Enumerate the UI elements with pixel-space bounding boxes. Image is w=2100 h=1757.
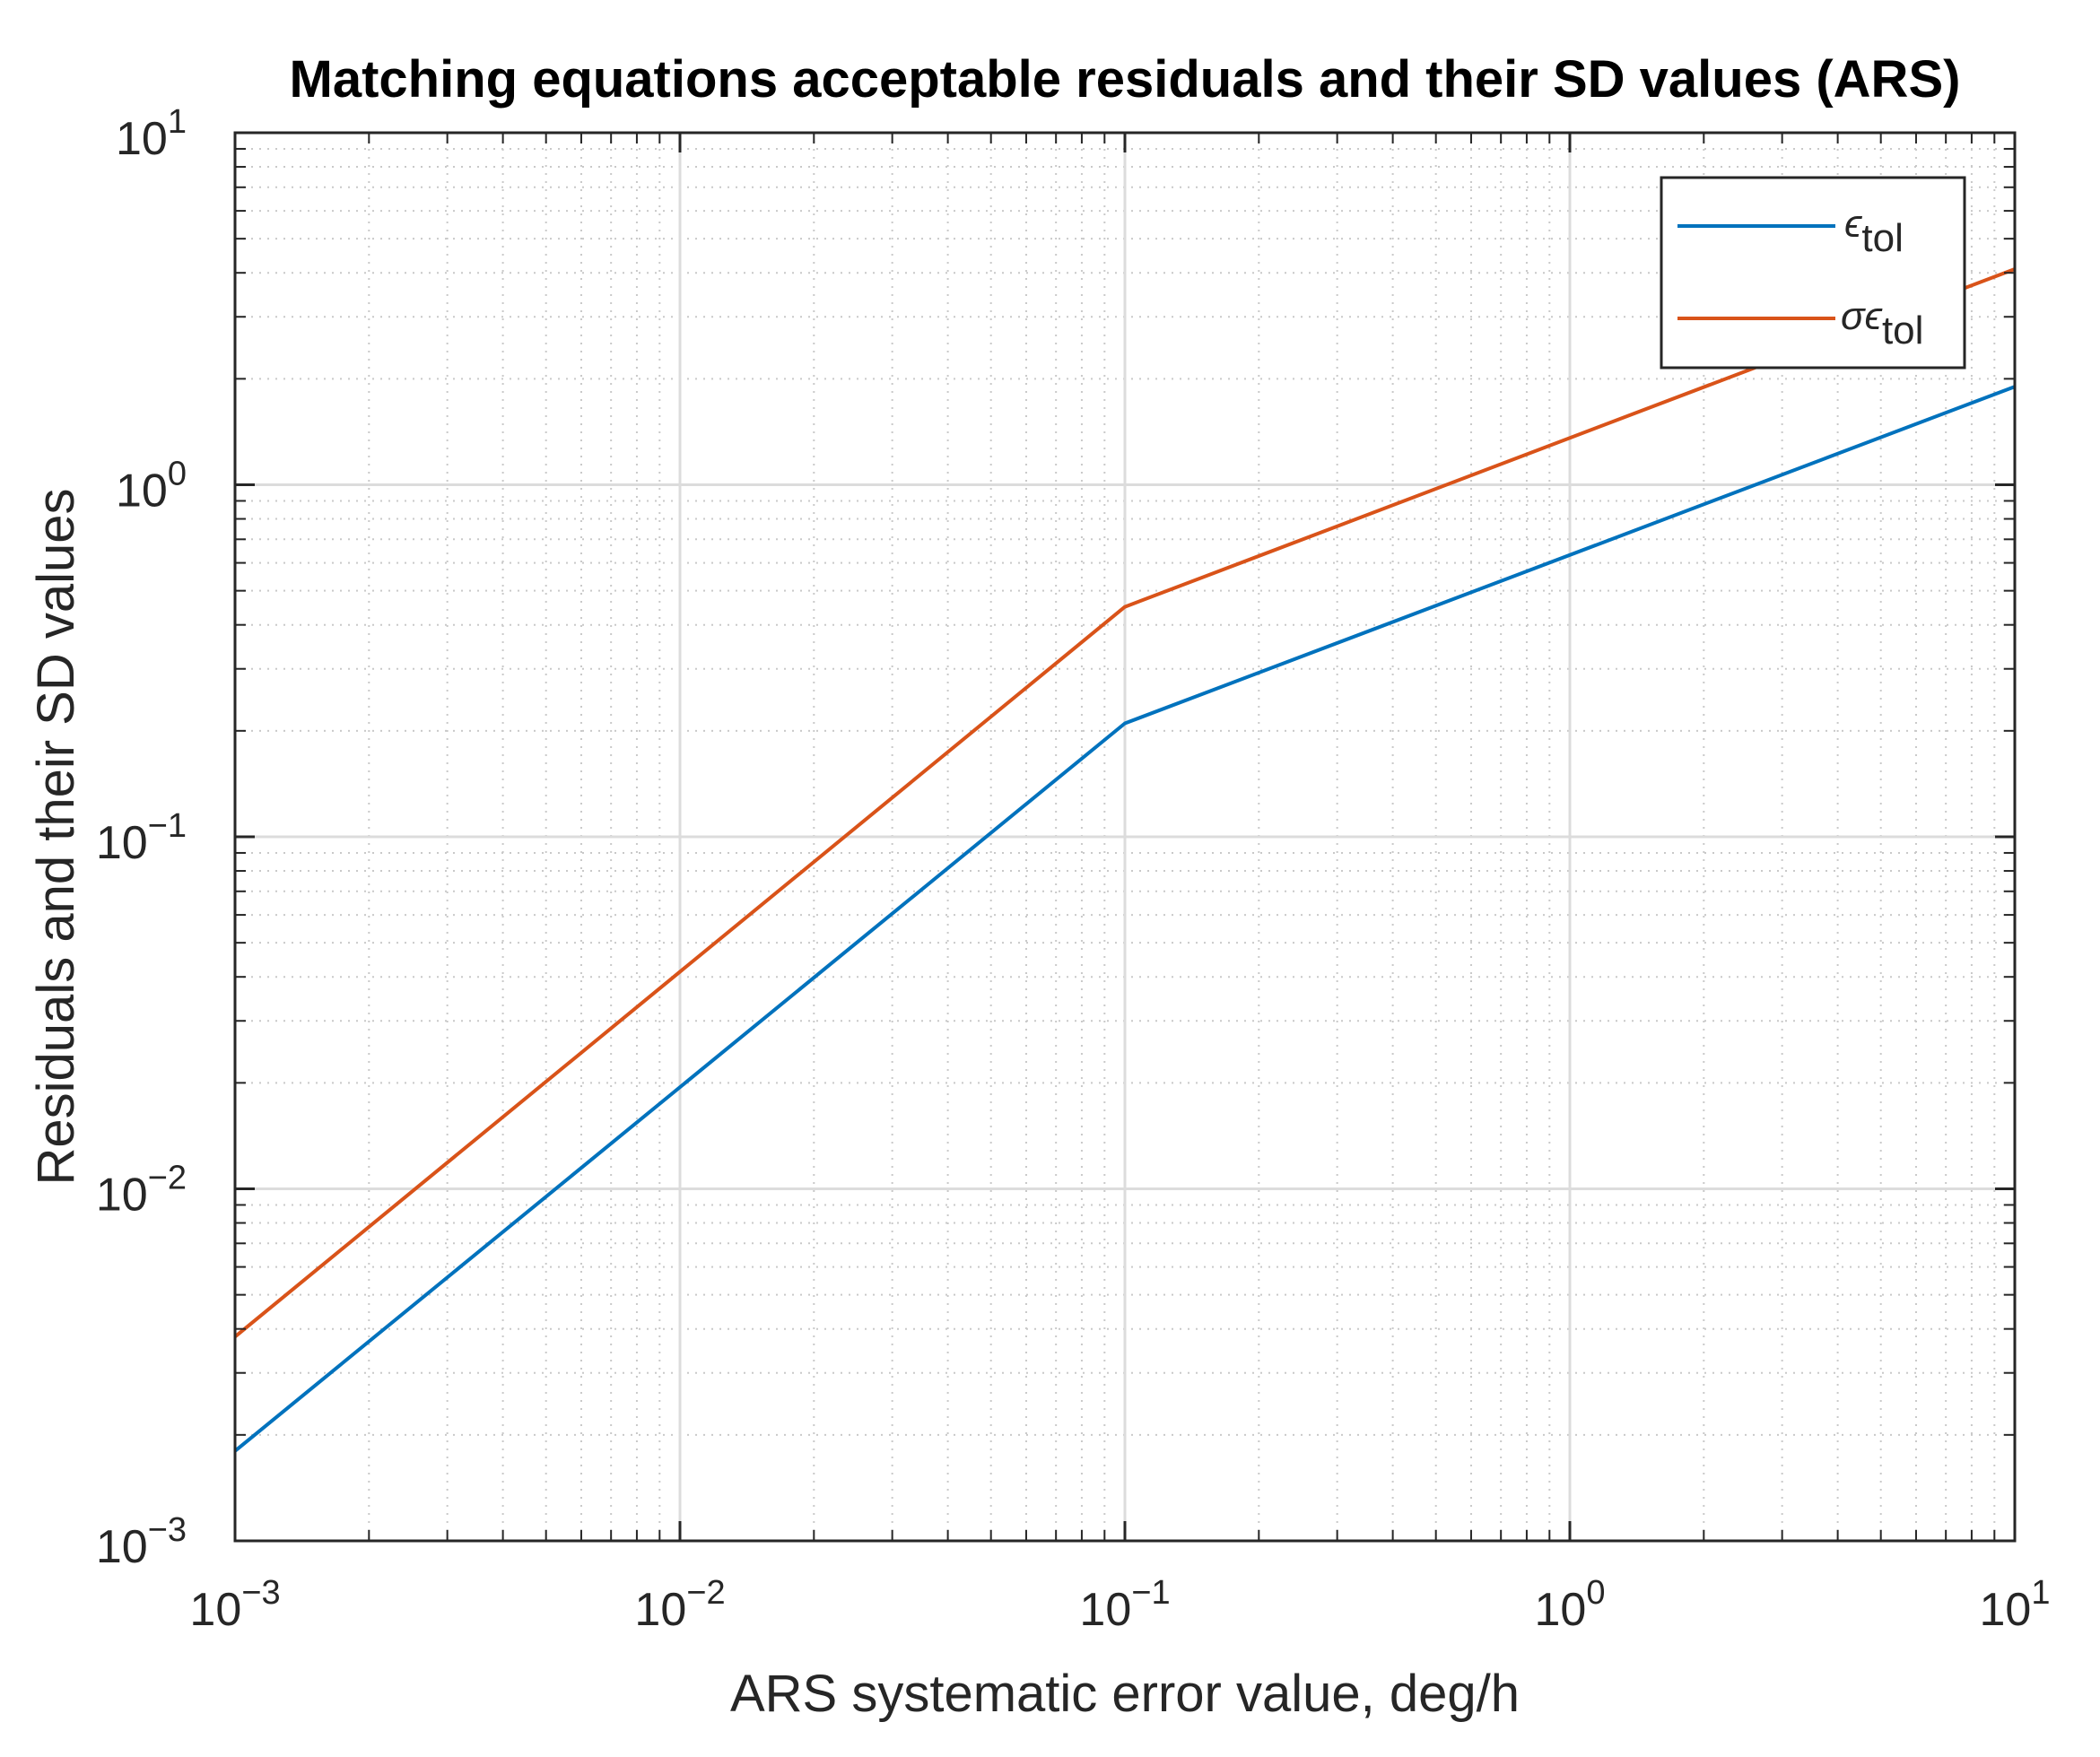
- x-axis-label: ARS systematic error value, deg/h: [730, 1665, 1520, 1723]
- y-tick-exponent: −1: [148, 807, 187, 845]
- x-tick-exponent: −1: [1131, 1574, 1170, 1612]
- legend-symbol: σϵ: [1841, 294, 1884, 338]
- x-tick-label: 10−3: [189, 1574, 280, 1636]
- tick-marks: [233, 131, 2017, 1543]
- y-tick-base: 10: [96, 817, 148, 869]
- x-tick-exponent: −3: [241, 1574, 280, 1612]
- y-tick-exponent: −2: [148, 1160, 187, 1197]
- y-tick-label: 100: [116, 456, 187, 518]
- x-tick-label: 100: [1535, 1574, 1606, 1636]
- x-tick-base: 10: [1980, 1584, 2032, 1636]
- legend-label-epsilon-tol: ϵtol: [1844, 202, 1904, 260]
- x-tick-base: 10: [634, 1584, 686, 1636]
- legend: ϵtol σϵtol: [1660, 176, 1966, 370]
- y-tick-exponent: −3: [148, 1511, 187, 1549]
- chart-title: Matching equations acceptable residuals …: [290, 50, 1961, 109]
- x-tick-base: 10: [1079, 1584, 1131, 1636]
- y-axis-label: Residuals and their SD values: [27, 489, 85, 1186]
- y-tick-base: 10: [96, 1521, 148, 1573]
- legend-label-sigma-epsilon-tol: σϵtol: [1841, 294, 1923, 352]
- series-layer: [233, 267, 2016, 1453]
- y-tick-exponent: 1: [168, 103, 187, 141]
- legend-subscript: tol: [1882, 309, 1923, 352]
- legend-subscript: tol: [1861, 216, 1903, 260]
- y-tick-base: 10: [116, 113, 168, 165]
- y-tick-base: 10: [116, 465, 168, 518]
- y-tick-label: 101: [116, 103, 187, 165]
- y-tick-label: 10−1: [96, 807, 187, 869]
- y-tick-label: 10−3: [96, 1511, 187, 1573]
- x-tick-exponent: 1: [2031, 1574, 2050, 1612]
- x-tick-exponent: 0: [1586, 1574, 1605, 1612]
- y-tick-label: 10−2: [96, 1160, 187, 1222]
- legend-box: [1660, 176, 1966, 370]
- legend-symbol: ϵ: [1844, 202, 1863, 246]
- x-tick-base: 10: [189, 1584, 241, 1636]
- x-tick-label: 101: [1980, 1574, 2051, 1636]
- series-line-sigma-epsilon-tol: [233, 267, 2016, 1338]
- x-tick-label: 10−1: [1079, 1574, 1170, 1636]
- series-line-epsilon-tol: [233, 385, 2016, 1453]
- y-tick-exponent: 0: [168, 456, 187, 493]
- x-tick-exponent: −2: [686, 1574, 725, 1612]
- x-tick-base: 10: [1535, 1584, 1587, 1636]
- x-tick-label: 10−2: [634, 1574, 725, 1636]
- x-tick-labels: 10−3 10−2 10−1 100 101: [189, 1574, 2050, 1636]
- y-tick-base: 10: [96, 1170, 148, 1222]
